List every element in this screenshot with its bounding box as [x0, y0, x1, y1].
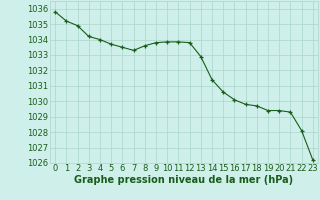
X-axis label: Graphe pression niveau de la mer (hPa): Graphe pression niveau de la mer (hPa) — [75, 175, 293, 185]
